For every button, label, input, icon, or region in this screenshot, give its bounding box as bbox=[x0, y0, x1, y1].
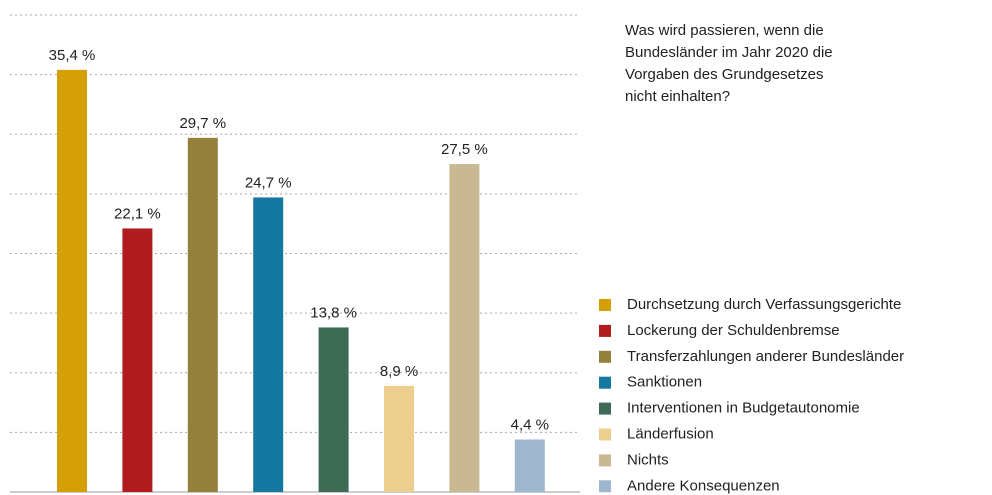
legend-swatch bbox=[599, 350, 611, 363]
legend-label: Interventionen in Budgetautonomie bbox=[627, 400, 860, 417]
legend-swatch bbox=[599, 428, 611, 441]
legend-swatch bbox=[599, 299, 611, 311]
bar bbox=[449, 164, 480, 492]
value-label: 8,9 % bbox=[380, 363, 418, 380]
legend-swatch bbox=[599, 402, 611, 415]
bar bbox=[384, 385, 414, 492]
bar bbox=[187, 137, 218, 492]
legend-swatch bbox=[599, 376, 611, 389]
legend-label: Nichts bbox=[627, 451, 669, 468]
legend-label: Sanktionen bbox=[627, 374, 702, 391]
bar bbox=[253, 197, 284, 492]
legend-swatch bbox=[599, 324, 611, 337]
bar bbox=[318, 327, 349, 492]
value-label: 24,7 % bbox=[245, 174, 292, 191]
value-label: 13,8 % bbox=[310, 304, 357, 321]
value-label: 27,5 % bbox=[441, 141, 488, 158]
value-label: 22,1 % bbox=[114, 205, 161, 222]
legend-label: Andere Konsequenzen bbox=[627, 477, 780, 494]
legend-swatch bbox=[599, 454, 611, 467]
value-label: 29,7 % bbox=[179, 115, 226, 132]
bar bbox=[514, 439, 545, 492]
value-label: 4,4 % bbox=[511, 416, 549, 433]
legend-swatch bbox=[599, 480, 611, 493]
bar bbox=[122, 228, 153, 492]
legend-label: Länderfusion bbox=[627, 425, 714, 442]
legend-label: Lockerung der Schuldenbremse bbox=[627, 322, 840, 339]
legend-label: Durchsetzung durch Verfassungsgerichte bbox=[627, 296, 901, 313]
bar bbox=[57, 69, 87, 492]
value-label: 35,4 % bbox=[49, 47, 96, 64]
legend-label: Transferzahlungen anderer Bundesländer bbox=[627, 348, 904, 365]
chart-title: Was wird passieren, wenn die Bundeslände… bbox=[625, 22, 833, 105]
